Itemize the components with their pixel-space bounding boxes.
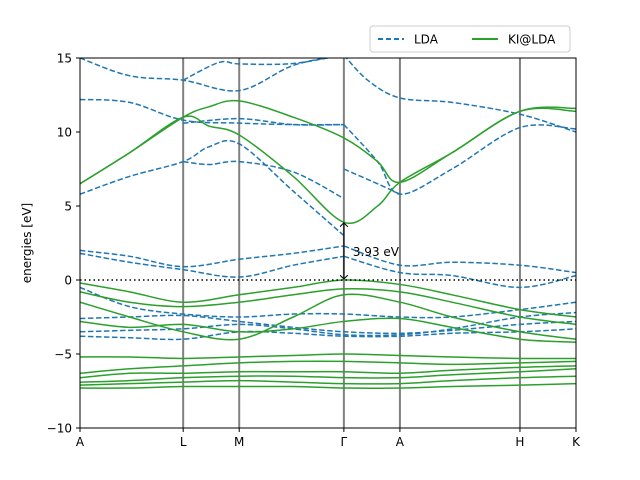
y-tick-label: 5 [64,200,72,214]
lda-band-8 [343,168,401,195]
y-tick-label: 0 [64,274,72,288]
x-tick-label: A [396,435,405,449]
ki-lda-band-5 [80,317,576,343]
y-axis-label: energies [eV] [20,203,34,283]
lda-band-11 [343,245,576,274]
lda-band-0 [80,58,331,92]
ki-lda-band-1 [80,107,576,225]
lda-band-10 [80,252,344,278]
x-tick-label: A [76,435,85,449]
x-tick-label: Γ [341,435,348,449]
band-gap-label: 3.93 eV [353,245,400,259]
x-tick-label: K [572,435,581,449]
lda-band-6 [345,58,576,133]
x-tick-label: H [515,435,524,449]
ki-lda-band-3 [80,288,576,326]
lda-band-1 [182,58,333,81]
ki-lda-band-6 [80,353,576,360]
ki-lda-band-9 [80,368,576,383]
lda-band-3 [183,117,344,126]
lda-band-9 [80,245,344,268]
lda-band-13 [80,286,576,319]
lda-band-14 [80,314,576,335]
legend-box [369,25,571,53]
y-tick-label: 15 [57,52,72,66]
lda-band-7 [343,124,576,195]
y-tick-label: −5 [54,348,72,362]
plot-frame [79,57,577,429]
ki-lda-band-8 [80,365,576,379]
ki-lda-band-7 [80,360,576,374]
lda-band-4 [80,139,345,237]
ki-lda-band-11 [80,382,576,389]
x-tick-label: M [234,435,244,449]
y-axis: −10 −5 0 5 10 15 [47,52,80,436]
legend-ki-label: KI@LDA [508,33,556,47]
lda-band-16 [80,328,576,341]
lda-band-15 [80,311,576,337]
legend: LDA KI@LDA [369,25,571,53]
bands-group [80,58,576,389]
y-tick-label: −10 [47,422,72,436]
y-tick-label: 10 [57,126,72,140]
lda-band-12 [343,255,576,289]
legend-lda-label: LDA [414,33,439,47]
x-tick-label: L [180,435,187,449]
ki-lda-band-2 [80,279,576,318]
lda-band-5 [183,160,345,200]
ki-lda-band-10 [80,375,576,386]
